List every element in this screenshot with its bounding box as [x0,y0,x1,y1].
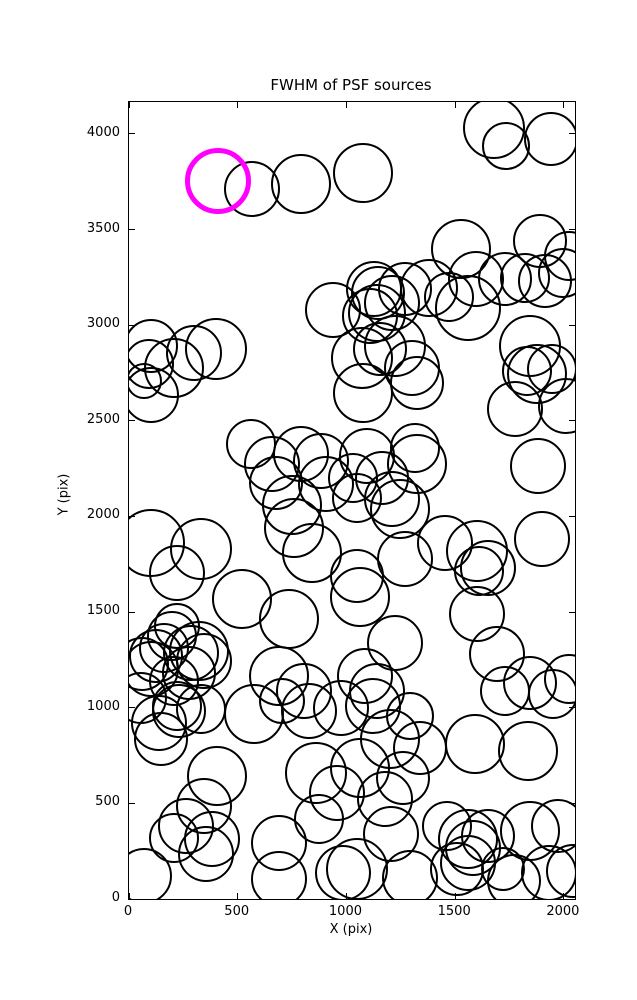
y-tick-mark [569,229,575,231]
y-tick-label: 1000 [86,698,120,714]
psf-circle [382,849,439,899]
y-tick-label: 500 [95,794,120,810]
psf-circle [524,112,575,167]
psf-circle [129,366,179,423]
psf-circle [482,121,531,170]
y-tick-mark [129,707,135,709]
psf-circle [259,589,320,650]
x-tick-mark [237,102,239,108]
y-tick-mark [129,133,135,135]
y-tick-mark [129,802,135,804]
y-tick-mark [569,515,575,517]
y-tick-mark [129,611,135,613]
psf-circle [444,714,505,775]
x-tick-mark [345,893,347,899]
psf-circle [364,471,421,528]
y-tick-mark [569,802,575,804]
x-tick-mark [237,893,239,899]
y-tick-mark [569,611,575,613]
y-tick-label: 3000 [86,316,120,332]
y-tick-label: 2500 [86,411,120,427]
y-tick-mark [129,515,135,517]
y-tick-label: 1500 [86,603,120,619]
x-tick-label: 1000 [328,904,362,919]
y-tick-mark [129,229,135,231]
psf-circle [251,851,308,899]
y-tick-mark [129,324,135,326]
psf-circle [481,847,526,892]
x-tick-mark [454,893,456,899]
psf-circle [329,566,390,627]
psf-circle [538,377,575,434]
y-tick-label: 4000 [86,124,120,140]
psf-circle [149,544,206,601]
psf-circle [393,720,448,775]
y-tick-label: 0 [111,890,120,905]
psf-circle [513,511,570,568]
x-tick-label: 0 [123,904,133,919]
x-tick-mark [129,102,130,108]
psf-circle [421,800,472,851]
x-tick-mark [129,893,130,899]
x-tick-label: 500 [224,904,250,919]
y-tick-label: 3500 [86,220,120,236]
x-tick-label: 1500 [437,904,471,919]
y-tick-mark [129,420,135,422]
y-tick-mark [129,898,135,899]
psf-circle [435,274,502,341]
psf-circle [178,826,235,883]
psf-circle [133,712,188,767]
psf-circle [129,848,173,899]
y-tick-mark [569,420,575,422]
psf-circle [389,355,444,410]
y-tick-mark [569,898,575,899]
psf-circle [333,142,394,203]
x-tick-mark [563,893,565,899]
x-tick-mark [345,102,347,108]
highlighted-psf-circle [184,147,251,214]
psf-circle [510,437,567,494]
y-tick-label: 2000 [86,507,120,523]
x-tick-mark [563,102,565,108]
plot-area [128,101,576,900]
psf-circle [270,154,331,215]
psf-circle [537,247,575,298]
y-tick-mark [569,324,575,326]
x-tick-mark [454,102,456,108]
psf-circle [333,362,394,423]
plot-title: FWHM of PSF sources [270,76,432,94]
psf-circle [498,720,559,781]
y-tick-mark [569,707,575,709]
psf-circle [486,381,543,438]
x-axis-label: X (pix) [329,922,373,937]
psf-circle [184,318,247,381]
x-tick-label: 2000 [546,904,580,919]
psf-circle [325,838,388,899]
y-tick-mark [569,133,575,135]
